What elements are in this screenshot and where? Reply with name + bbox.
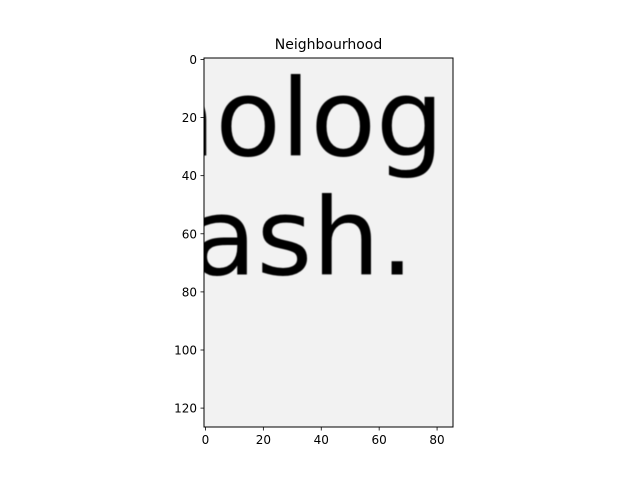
y-tick-label: 0 [189,53,197,67]
y-axis: 0 20 40 60 80 100 120 [174,53,204,416]
image-text-line-1: nologi [148,57,474,181]
y-tick-label: 40 [182,169,197,183]
x-tick-label: 20 [256,433,271,447]
image-text-group: nologi ash. I [148,57,480,300]
image-background [204,58,453,427]
x-tick-label: 80 [429,433,444,447]
y-tick-label: 120 [174,402,197,416]
chart-title: Neighbourhood [275,37,382,53]
y-tick-label: 100 [174,344,197,358]
x-tick-label: 40 [314,433,329,447]
x-axis: 0 20 40 60 80 [202,427,445,447]
plot-area: nologi ash. I [148,57,480,428]
image-text-line-2: ash. I [191,176,480,300]
y-tick-label: 80 [182,285,197,299]
x-tick-label: 0 [202,433,210,447]
y-tick-label: 20 [182,111,197,125]
y-tick-label: 60 [182,227,197,241]
x-tick-label: 60 [372,433,387,447]
plot-frame [203,57,454,428]
